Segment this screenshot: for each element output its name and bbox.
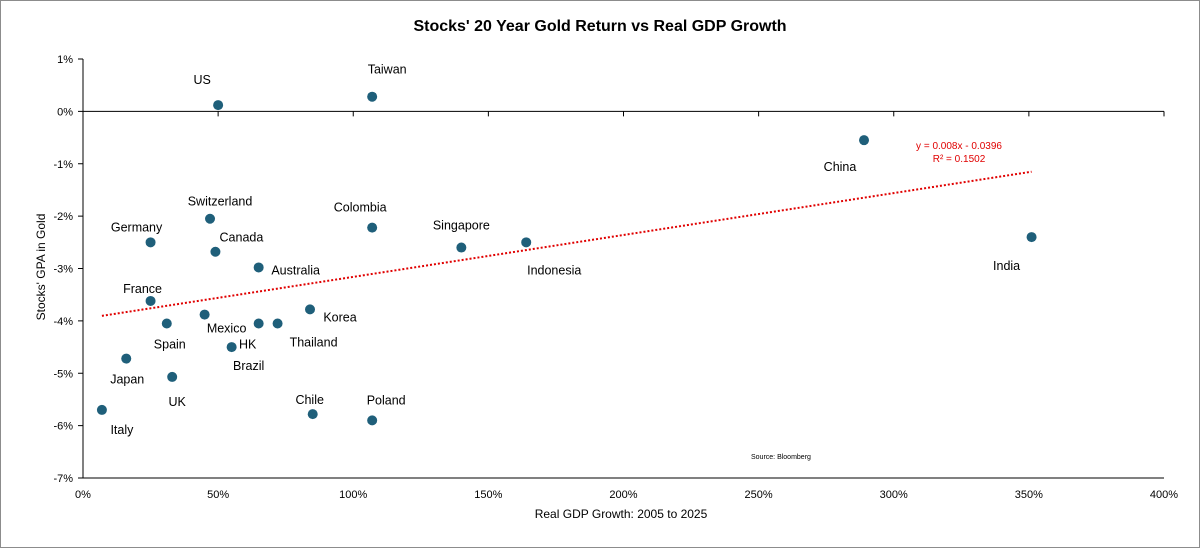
y-tick-label: -5%: [53, 368, 73, 380]
x-tick-label: 300%: [880, 489, 908, 501]
data-label-uk: UK: [168, 395, 186, 409]
data-point-korea: [305, 304, 316, 315]
trendline-layer: [101, 170, 1032, 317]
data-label-korea: Korea: [323, 310, 356, 324]
x-tick-label: 400%: [1150, 489, 1178, 501]
data-label-thailand: Thailand: [290, 335, 338, 349]
data-point-canada: [210, 246, 221, 257]
data-label-brazil: Brazil: [233, 359, 264, 373]
data-point-indonesia: [521, 237, 532, 248]
data-point-brazil: [226, 342, 237, 353]
data-point-italy: [96, 404, 107, 415]
data-label-germany: Germany: [111, 220, 163, 234]
y-tick-label: -6%: [53, 421, 73, 433]
data-point-thailand: [272, 318, 283, 329]
data-label-china: China: [824, 160, 857, 174]
data-point-china: [859, 135, 870, 146]
y-axis-title: Stocks' GPA in Gold: [34, 214, 48, 321]
data-point-colombia: [367, 222, 378, 233]
data-label-colombia: Colombia: [334, 201, 387, 215]
chart-title: Stocks' 20 Year Gold Return vs Real GDP …: [413, 18, 786, 35]
data-point-singapore: [456, 242, 467, 253]
data-point-australia: [253, 262, 264, 273]
y-tick-label: -7%: [53, 473, 73, 485]
x-tick-label: 250%: [745, 489, 773, 501]
x-tick-label: 50%: [207, 489, 229, 501]
data-label-australia: Australia: [271, 263, 320, 277]
y-tick-label: -2%: [53, 211, 73, 223]
data-label-us: US: [193, 73, 210, 87]
y-tick-label: 1%: [57, 54, 73, 66]
data-label-france: France: [123, 282, 162, 296]
data-label-canada: Canada: [220, 231, 264, 245]
data-label-poland: Poland: [367, 393, 406, 407]
points-layer: [96, 91, 1037, 426]
data-label-india: India: [993, 259, 1020, 273]
y-tick-label: 0%: [57, 106, 73, 118]
y-tick-label: -1%: [53, 159, 73, 171]
data-point-switzerland: [205, 213, 216, 224]
source-note: Source: Bloomberg: [751, 454, 811, 461]
data-label-hk: HK: [239, 337, 257, 351]
x-tick-label: 200%: [609, 489, 637, 501]
data-point-spain: [161, 318, 172, 329]
x-tick-label: 350%: [1015, 489, 1043, 501]
axes-layer: 1%0%-1%-2%-3%-4%-5%-6%-7%0% 50% 100% 150% 20…: [53, 54, 1178, 501]
y-tick-label: -4%: [53, 316, 73, 328]
data-point-india: [1026, 232, 1037, 243]
y-tick-label: -3%: [53, 264, 73, 276]
data-point-chile: [307, 409, 318, 420]
data-label-chile: Chile: [295, 393, 324, 407]
data-point-us: [213, 100, 224, 111]
trendline-equation: y = 0.008x - 0.0396: [916, 141, 1002, 152]
data-point-taiwan: [367, 91, 378, 102]
trendline: [101, 170, 1032, 317]
data-point-poland: [367, 415, 378, 426]
data-point-mexico: [199, 309, 210, 320]
point-labels-layer: US Taiwan China India Switzerland Germany Cana…: [110, 63, 1020, 437]
data-label-singapore: Singapore: [433, 219, 490, 233]
data-point-hk: [253, 318, 264, 329]
data-label-taiwan: Taiwan: [368, 63, 407, 77]
x-tick-label: 150%: [474, 489, 502, 501]
data-label-japan: Japan: [110, 373, 144, 387]
data-point-france: [145, 295, 156, 306]
x-tick-label: 0%: [75, 489, 91, 501]
x-axis-title: Real GDP Growth: 2005 to 2025: [535, 507, 708, 521]
data-label-mexico: Mexico: [207, 322, 247, 336]
data-label-switzerland: Switzerland: [188, 195, 253, 209]
data-label-indonesia: Indonesia: [527, 263, 581, 277]
trendline-r-squared: R² = 0.1502: [933, 154, 986, 165]
data-label-spain: Spain: [154, 337, 186, 351]
data-point-japan: [121, 353, 132, 364]
data-point-germany: [145, 237, 156, 248]
x-tick-label: 100%: [339, 489, 367, 501]
data-point-uk: [167, 371, 178, 382]
data-label-italy: Italy: [110, 423, 134, 437]
